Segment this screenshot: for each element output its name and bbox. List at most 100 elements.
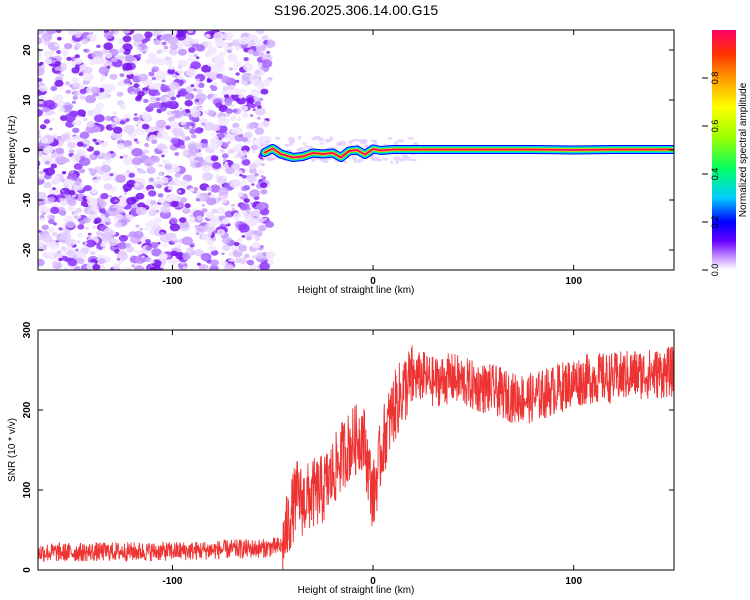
noise-speckle [167, 68, 176, 75]
noise-speckle [100, 74, 106, 78]
noise-speckle [128, 172, 135, 178]
noise-speckle [52, 260, 58, 266]
noise-speckle [242, 150, 248, 155]
noise-speckle [233, 67, 238, 70]
noise-speckle [189, 187, 195, 192]
noise-speckle [243, 63, 254, 72]
noise-speckle [134, 250, 138, 253]
noise-speckle [76, 149, 86, 157]
colorbar-bar [712, 30, 736, 270]
noise-speckle [71, 67, 80, 74]
noise-speckle [50, 255, 55, 259]
noise-speckle [54, 66, 61, 71]
noise-speckle [31, 133, 37, 138]
noise-speckle [66, 196, 76, 204]
noise-speckle [125, 118, 130, 122]
noise-speckle [164, 163, 173, 170]
noise-speckle [109, 173, 114, 177]
noise-speckle [72, 127, 80, 134]
noise-speckle [255, 237, 260, 242]
noise-speckle [229, 179, 241, 189]
noise-speckle [258, 97, 264, 102]
noise-speckle [51, 232, 58, 237]
x-tick-label: 0 [370, 576, 376, 587]
noise-speckle [171, 201, 179, 208]
noise-speckle [207, 231, 213, 236]
noise-speckle [265, 221, 274, 228]
noise-speckle [164, 59, 174, 66]
noise-speckle [38, 108, 43, 117]
noise-speckle [224, 100, 232, 106]
noise-speckle [48, 251, 59, 260]
noise-speckle [238, 94, 244, 99]
trace-halo [409, 158, 417, 162]
noise-speckle [164, 146, 168, 149]
noise-speckle [77, 232, 83, 238]
noise-speckle [196, 56, 200, 59]
noise-speckle [206, 79, 212, 83]
noise-speckle [195, 78, 200, 82]
noise-speckle [206, 186, 212, 192]
noise-speckle [167, 185, 174, 191]
noise-speckle [52, 133, 58, 137]
y-tick-label: -20 [22, 242, 33, 257]
noise-speckle [259, 226, 266, 232]
noise-speckle [189, 214, 193, 218]
snr-frame [37, 329, 675, 571]
noise-speckle [157, 197, 166, 204]
noise-speckle [123, 78, 131, 85]
noise-speckle [227, 49, 232, 53]
noise-speckle [92, 225, 97, 229]
noise-speckle [91, 173, 95, 176]
noise-speckle [157, 171, 164, 177]
noise-speckle [60, 86, 64, 90]
snr-xlabel: Height of straight line (km) [298, 585, 415, 596]
noise-speckle [240, 155, 247, 161]
noise-speckle [194, 127, 204, 134]
noise-speckle [177, 65, 183, 69]
noise-speckle [41, 32, 53, 41]
noise-speckle [89, 31, 94, 35]
noise-speckle [60, 133, 71, 141]
noise-speckle [201, 64, 212, 73]
noise-speckle [185, 85, 195, 93]
noise-speckle [263, 78, 272, 85]
noise-speckle [146, 166, 156, 175]
noise-speckle [141, 188, 148, 193]
noise-speckle [187, 57, 193, 62]
noise-speckle [43, 119, 50, 124]
noise-speckle [73, 163, 83, 170]
noise-speckle [249, 189, 260, 198]
noise-speckle [201, 204, 206, 207]
noise-speckle [172, 109, 184, 119]
noise-speckle [254, 107, 266, 116]
noise-speckle [136, 94, 143, 100]
noise-speckle [188, 47, 196, 53]
noise-speckle [38, 175, 45, 180]
noise-speckle [257, 217, 265, 223]
noise-speckle [155, 97, 161, 102]
trace-halo [397, 139, 405, 143]
noise-speckle [123, 192, 127, 195]
noise-speckle [84, 242, 88, 245]
noise-speckle [144, 257, 151, 263]
noise-speckle [119, 120, 126, 125]
noise-speckle [41, 224, 49, 231]
noise-speckle [86, 121, 95, 128]
noise-speckle [156, 163, 162, 167]
noise-speckle [131, 264, 136, 268]
noise-speckle [33, 253, 38, 257]
noise-speckle [123, 266, 132, 270]
noise-speckle [55, 100, 65, 108]
noise-speckle [96, 44, 101, 48]
noise-speckle [114, 199, 118, 202]
noise-speckle [116, 263, 121, 267]
noise-speckle [133, 230, 144, 239]
noise-speckle [64, 257, 71, 263]
noise-speckle [178, 217, 187, 223]
noise-speckle [79, 88, 87, 95]
noise-speckle [48, 227, 55, 233]
noise-speckle [57, 72, 62, 76]
noise-speckle [69, 170, 75, 175]
trace-halo [353, 158, 358, 163]
